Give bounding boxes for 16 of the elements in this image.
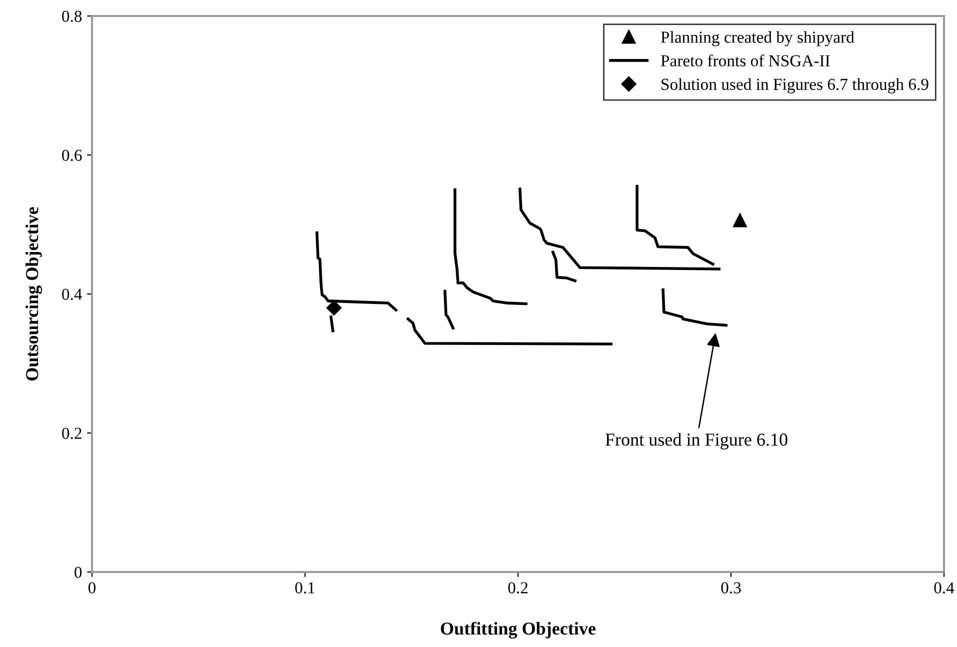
x-tick-label: 0.1 [295,582,314,594]
y-tick-label: 0.2 [62,428,82,440]
y-tick-label: 0.8 [62,10,82,22]
x-tick-label: 0.2 [508,582,528,594]
x-tick-label: 0.3 [721,582,741,594]
x-tick-label: 0.4 [934,582,954,594]
legend-label: Planning created by shipyard [660,31,854,46]
x-axis-title: Outfitting Objective [440,622,596,639]
annotation: Front used in Figure 6.10 [606,433,788,450]
legend-label: Solution used in Figures 6.7 through 6.9 [662,78,928,94]
y-tick-label: 0.4 [62,288,82,300]
y-tick-label: 0 [74,566,82,578]
legend-label: Pareto fronts of NSGA-II [660,54,830,66]
x-tick-label: 0 [88,582,96,594]
y-axis-title: Outsourcing Objective [25,207,42,380]
y-tick-label: 0.6 [62,150,82,162]
